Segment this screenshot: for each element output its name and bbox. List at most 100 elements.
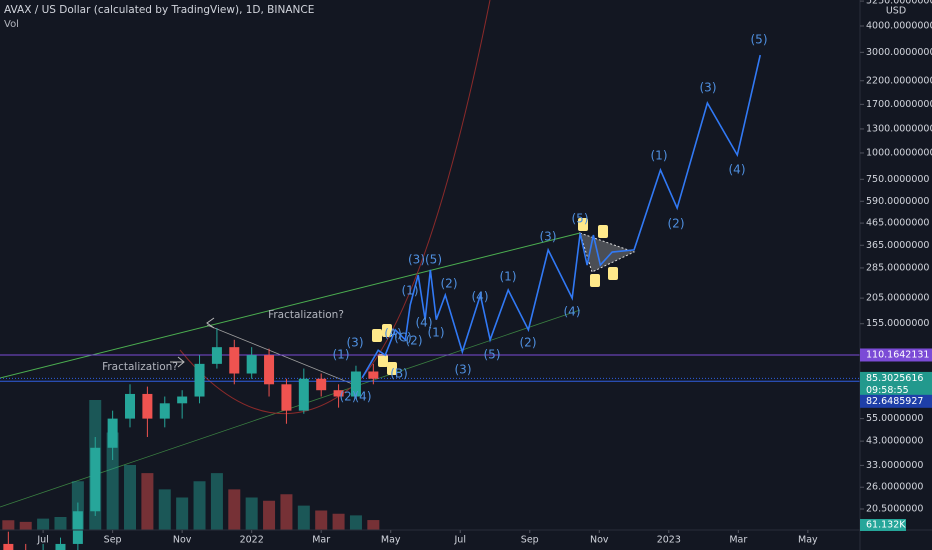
candle-body (107, 418, 118, 448)
volume-bar (367, 520, 380, 530)
wave-label: (3)(5) (408, 253, 442, 267)
volume-bar (280, 494, 293, 530)
annotation: Fractalization? (102, 361, 178, 373)
x-tick-label: Jul (36, 535, 48, 546)
wave-label: (5) (751, 33, 768, 47)
volume-bar (245, 497, 258, 530)
wave-label: (B) (390, 367, 408, 381)
wave-label: (A) (384, 327, 402, 341)
x-tick-label: Sep (104, 535, 122, 546)
note-icon (608, 267, 618, 280)
wave-label: (4) (729, 163, 746, 177)
y-tick-label: 205.0000000 (866, 293, 929, 304)
volume-bar (176, 497, 189, 530)
volume-bar (2, 520, 15, 530)
candle-body (3, 543, 14, 550)
y-tick-label: 465.0000000 (866, 218, 929, 229)
note-icon (372, 329, 382, 342)
wave-label: (1) (402, 284, 419, 298)
currency: USD (886, 6, 906, 17)
volume-bar (332, 513, 345, 530)
candle-body (316, 378, 327, 391)
wave-label: (4) (416, 316, 433, 330)
price-label: 85.3025616 (866, 373, 923, 384)
wave-label: (3) (347, 336, 364, 350)
price-label-bg (860, 394, 932, 408)
volume-bar (263, 500, 276, 530)
candle-body (281, 384, 292, 411)
volume-bar (297, 505, 310, 530)
volume-bar (315, 510, 328, 530)
candle-body (350, 371, 361, 397)
candle-body (211, 347, 222, 364)
x-tick-label: Nov (173, 535, 192, 546)
y-tick-label: 1300.0000000 (866, 123, 932, 134)
candle-body (368, 371, 379, 379)
countdown: 09:58:55 (866, 385, 909, 396)
note-icon (378, 354, 388, 367)
y-tick-label: 33.0000000 (866, 460, 923, 471)
x-tick-label: May (381, 535, 401, 546)
wave-label: (1) (500, 270, 517, 284)
wave-label: (3) (540, 230, 557, 244)
candle-body (177, 396, 188, 404)
volume-bar (141, 473, 154, 530)
note-icon (578, 218, 588, 231)
note-icon (598, 225, 608, 238)
volume-bar (106, 432, 119, 530)
y-tick-label: 5250.0000000 (866, 0, 932, 7)
volume-bar (349, 515, 362, 530)
y-tick-label: 26.0000000 (866, 482, 923, 493)
y-tick-label: 365.0000000 (866, 240, 929, 251)
candle-body (142, 393, 153, 419)
y-tick-label: 750.0000000 (866, 174, 929, 185)
trend-line (0, 232, 581, 379)
wave-label: (4) (472, 290, 489, 304)
x-tick-label: Sep (521, 535, 539, 546)
price-label-bg (860, 348, 932, 362)
y-tick-label: 590.0000000 (866, 196, 929, 207)
x-tick-label: Mar (312, 535, 330, 546)
volume-label-bg (860, 519, 906, 531)
y-tick-label: 4000.0000000 (866, 20, 932, 31)
candle-body (264, 355, 275, 385)
curve (179, 0, 491, 415)
wave-label: (1) (428, 326, 445, 340)
wave-label: (2) (406, 334, 423, 348)
subtitle: Vol (4, 19, 19, 30)
price-label-bg (860, 371, 932, 397)
arrow (206, 317, 215, 329)
note-icon (382, 324, 392, 337)
wave-label: (4) (564, 305, 581, 319)
y-tick-label: 20.5000000 (866, 504, 923, 515)
candle-body (333, 390, 344, 397)
y-tick-label: 1000.0000000 (866, 147, 932, 158)
volume-bar (210, 473, 223, 530)
price-label: 110.1642131 (866, 349, 929, 360)
y-tick-label: 1700.0000000 (866, 99, 932, 110)
wave-label: (1) (651, 149, 668, 163)
wave-label: (3) (455, 363, 472, 377)
candle-body (246, 355, 257, 374)
y-tick-label: 2200.0000000 (866, 75, 932, 86)
note-icon (387, 362, 397, 375)
triangle (579, 232, 636, 273)
candle-body (159, 403, 170, 419)
candle-body (72, 511, 83, 544)
annotation: Fractalization? (268, 309, 344, 321)
volume-bar (124, 465, 137, 530)
projection-line (361, 54, 762, 379)
note-icon (590, 274, 600, 287)
y-tick-label: 3000.0000000 (866, 47, 932, 58)
volume-label: 61.132K (866, 520, 906, 531)
plot: Fractalization?Fractalization?(5)(3)(1)(… (0, 0, 860, 550)
candle-body (194, 363, 205, 397)
candle-body (55, 543, 66, 550)
volume-bar (158, 489, 171, 530)
volume-bar (37, 518, 50, 530)
volume-bar (228, 489, 241, 530)
wave-label: (5) (572, 212, 589, 226)
wave-label: (2) (340, 390, 357, 404)
candle-body (125, 393, 136, 419)
